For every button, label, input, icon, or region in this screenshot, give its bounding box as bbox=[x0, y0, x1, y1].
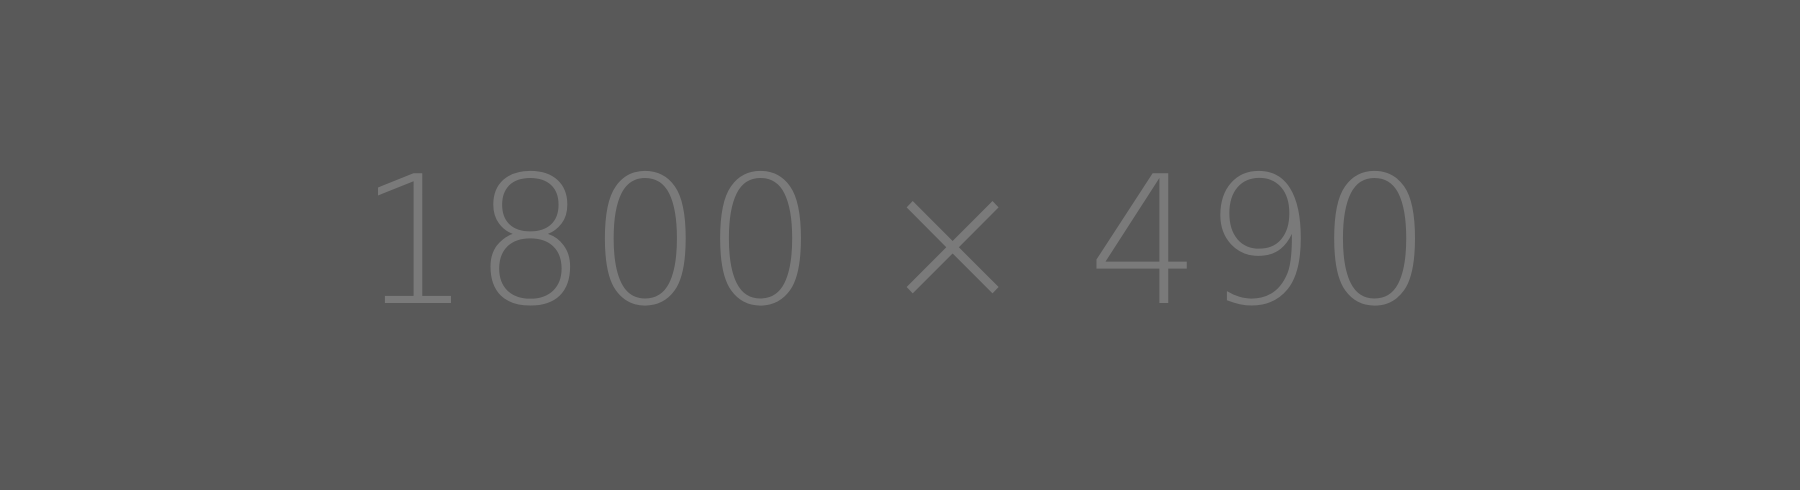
dimension-label: 1800 × 490 bbox=[358, 138, 1434, 345]
